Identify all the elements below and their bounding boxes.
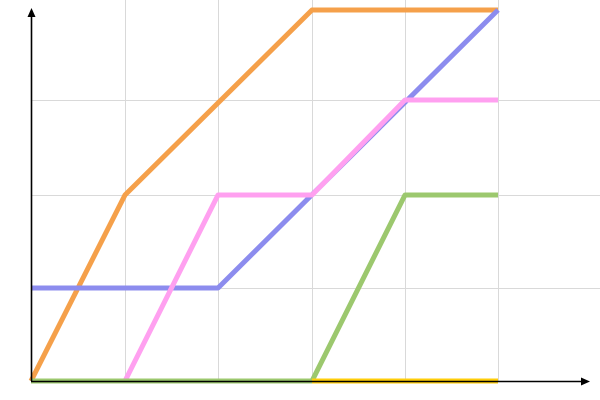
series-line-pink <box>122 97 498 383</box>
axes-group <box>27 8 590 386</box>
x-axis-arrowhead <box>581 377 590 386</box>
vertical-gridlines <box>125 0 499 381</box>
y-axis-arrowhead <box>27 8 36 17</box>
